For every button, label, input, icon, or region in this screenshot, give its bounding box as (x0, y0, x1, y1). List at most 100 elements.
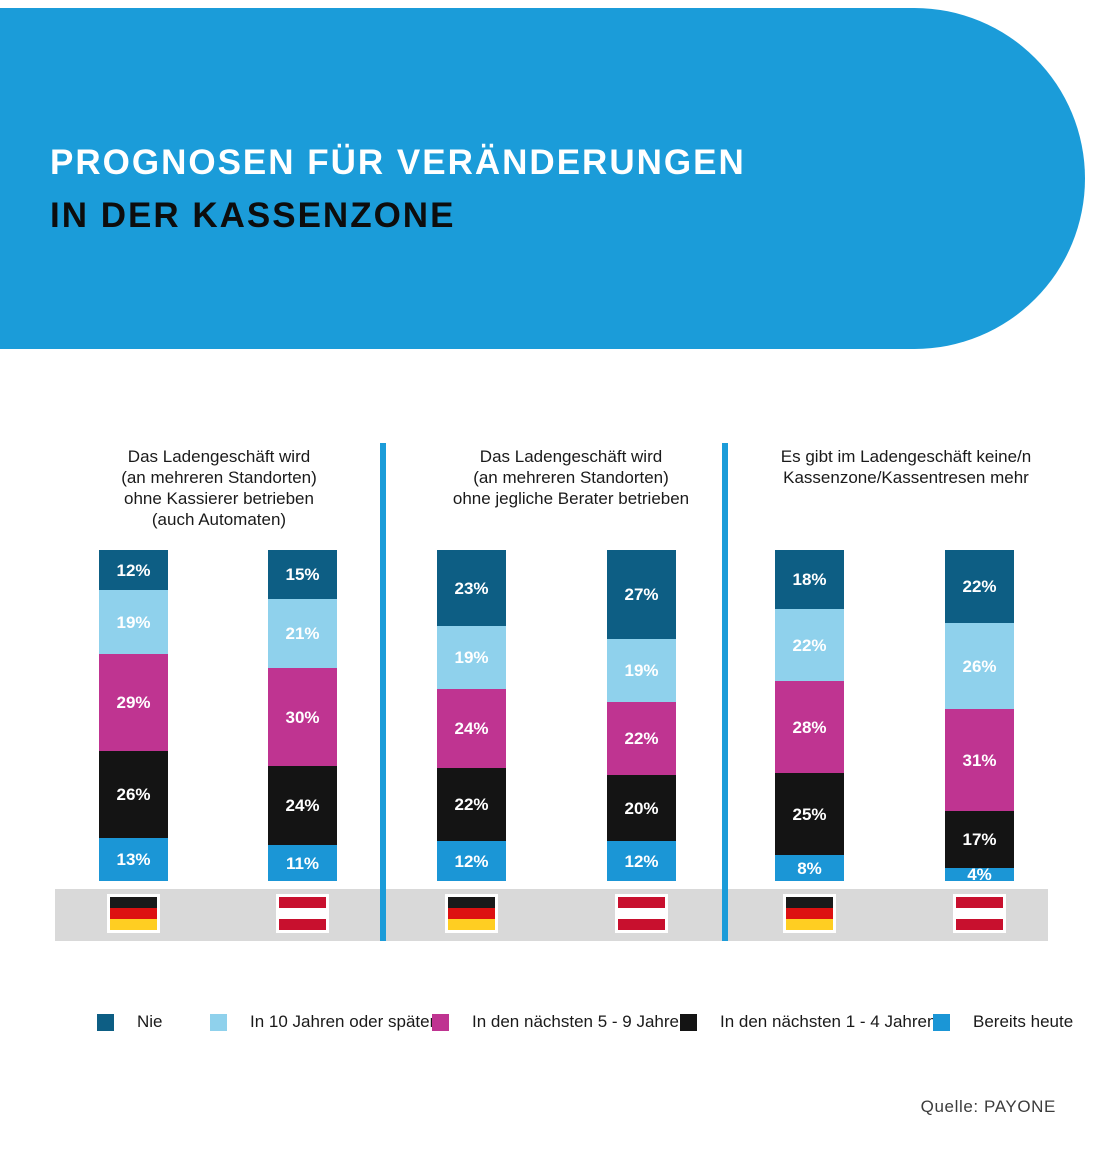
legend-label: Bereits heute (973, 1012, 1074, 1031)
flag-stripe (279, 908, 326, 919)
question-group-2: Das Ladengeschäft wird (an mehreren Stand… (421, 446, 721, 509)
segment-nie: 12% (99, 550, 168, 590)
flag-stripe (618, 919, 665, 930)
header-banner: PROGNOSEN FÜR VERÄNDERUNGEN IN DER KASSE… (0, 8, 1085, 349)
segment-in-den-n-chsten-5-9-jahren: 22% (607, 702, 676, 775)
germany-flag (445, 894, 498, 933)
segment-value-label: 19% (454, 648, 489, 667)
segment-in-den-n-chsten-5-9-jahren: 30% (268, 668, 337, 766)
question-group-1: Das Ladengeschäft wird (an mehreren Stand… (69, 446, 369, 530)
segment-value-label: 24% (285, 796, 320, 815)
austria-flag (276, 894, 329, 933)
flag-stripe (448, 897, 495, 908)
germany-flag (107, 894, 160, 933)
segment-value-label: 13% (116, 850, 151, 869)
austria-flag (615, 894, 668, 933)
legend-item-in-den-n-chsten-1-4-jahren: In den nächsten 1 - 4 Jahren (680, 1012, 936, 1032)
segment-value-label: 22% (792, 635, 827, 655)
flag-stripe (279, 897, 326, 908)
flag-stripe (110, 908, 157, 919)
legend-swatch-in-den-n-chsten-5-9-jahren (432, 1013, 449, 1031)
segment-value-label: 19% (624, 661, 659, 680)
segment-value-label: 25% (792, 804, 827, 824)
flag-stripe (956, 908, 1003, 919)
legend-label: In den nächsten 5 - 9 Jahren (472, 1012, 689, 1031)
segment-in-den-n-chsten-1-4-jahren: 17% (945, 811, 1014, 868)
bar-group1-germany: 12% 19% 29% 26% 13% (99, 550, 168, 881)
segment-bereits-heute: 4% (945, 865, 1014, 884)
germany-flag (783, 894, 836, 933)
segment-value-label: 8% (797, 858, 822, 878)
question-group-3: Es gibt im Ladengeschäft keine/n Kassenzo… (741, 446, 1071, 488)
segment-value-label: 19% (116, 612, 151, 632)
legend-label: Nie (137, 1012, 163, 1031)
segment-value-label: 24% (454, 719, 489, 738)
segment-value-label: 23% (454, 578, 489, 598)
segment-bereits-heute: 13% (99, 838, 168, 881)
legend-item-nie: Nie (97, 1012, 163, 1032)
segment-in-den-n-chsten-1-4-jahren: 26% (99, 751, 168, 838)
segment-in-den-n-chsten-1-4-jahren: 25% (775, 773, 844, 855)
legend-item-in-10-jahren-oder-sp-ter: In 10 Jahren oder später (210, 1012, 435, 1032)
page-title: PROGNOSEN FÜR VERÄNDERUNGEN IN DER KASSE… (50, 136, 746, 242)
title-line-1: PROGNOSEN FÜR VERÄNDERUNGEN (50, 143, 746, 182)
segment-in-10-jahren-oder-sp-ter: 19% (607, 639, 676, 702)
flag-stripe (110, 919, 157, 930)
legend-label: In 10 Jahren oder später (250, 1012, 436, 1031)
segment-value-label: 31% (962, 750, 997, 770)
flag-stripe (279, 919, 326, 930)
segment-value-label: 26% (962, 656, 997, 676)
segment-bereits-heute: 8% (775, 855, 844, 881)
segment-value-label: 22% (962, 577, 997, 596)
question-line: ohne jegliche Berater betrieben (452, 489, 690, 508)
segment-bereits-heute: 12% (607, 841, 676, 881)
segment-nie: 15% (268, 550, 337, 599)
segment-value-label: 30% (285, 707, 320, 727)
question-line: (auch Automaten) (151, 510, 287, 529)
segment-value-label: 21% (285, 624, 320, 643)
segment-in-den-n-chsten-1-4-jahren: 20% (607, 775, 676, 841)
flag-stripe (786, 919, 833, 930)
group-divider-2 (722, 443, 728, 941)
flag-stripe (448, 908, 495, 919)
legend-swatch-in-den-n-chsten-1-4-jahren (680, 1013, 697, 1031)
segment-in-den-n-chsten-5-9-jahren: 28% (775, 681, 844, 773)
question-line: Das Ladengeschäft wird (127, 447, 311, 466)
bar-group2-austria: 27% 19% 22% 20% 12% (607, 550, 676, 881)
segment-value-label: 18% (792, 570, 827, 589)
segment-value-label: 27% (624, 585, 659, 604)
segment-nie: 23% (437, 550, 506, 626)
flag-stripe (786, 908, 833, 919)
flag-stripe (110, 897, 157, 908)
segment-in-den-n-chsten-5-9-jahren: 31% (945, 709, 1014, 811)
question-line: (an mehreren Standorten) (121, 468, 317, 487)
segment-bereits-heute: 11% (268, 845, 337, 881)
segment-value-label: 4% (967, 865, 992, 884)
legend-swatch-in-10-jahren-oder-sp-ter (210, 1013, 227, 1031)
source-credit: Quelle: PAYONE (920, 1097, 1056, 1116)
segment-in-10-jahren-oder-sp-ter: 26% (945, 623, 1014, 709)
bar-group3-austria: 22% 26% 31% 17% 4% (945, 550, 1014, 884)
segment-in-10-jahren-oder-sp-ter: 22% (775, 609, 844, 681)
segment-in-10-jahren-oder-sp-ter: 19% (437, 626, 506, 689)
segment-nie: 27% (607, 550, 676, 639)
question-line: ohne Kassierer betrieben (124, 489, 314, 508)
segment-value-label: 17% (962, 830, 997, 849)
question-line: Es gibt im Ladengeschäft keine/n (780, 447, 1032, 466)
segment-value-label: 15% (285, 565, 320, 584)
segment-value-label: 11% (285, 853, 320, 873)
segment-in-den-n-chsten-5-9-jahren: 24% (437, 689, 506, 768)
legend-item-bereits-heute: Bereits heute (933, 1012, 1073, 1032)
segment-in-den-n-chsten-5-9-jahren: 29% (99, 654, 168, 751)
segment-value-label: 12% (624, 851, 659, 871)
segment-in-den-n-chsten-1-4-jahren: 22% (437, 768, 506, 841)
segment-value-label: 20% (624, 798, 659, 818)
question-line: Kassenzone/Kassentresen mehr (783, 468, 1029, 487)
segment-value-label: 12% (116, 560, 151, 580)
segment-value-label: 22% (624, 729, 659, 748)
segment-in-10-jahren-oder-sp-ter: 21% (268, 599, 337, 668)
bar-group3-germany: 18% 22% 28% 25% 8% (775, 550, 844, 881)
bar-group1-austria: 15% 21% 30% 24% 11% (268, 550, 337, 881)
segment-nie: 18% (775, 550, 844, 609)
flag-stripe (448, 919, 495, 930)
